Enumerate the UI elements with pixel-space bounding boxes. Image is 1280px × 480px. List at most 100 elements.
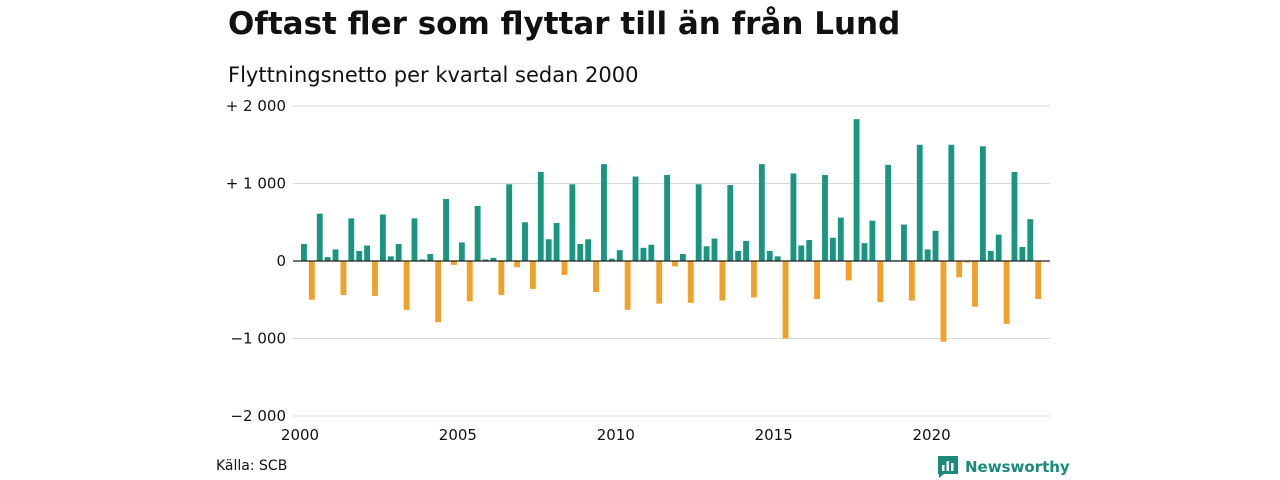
newsworthy-logo: Newsworthy <box>937 455 1070 479</box>
bar <box>845 261 852 281</box>
bar <box>948 144 955 261</box>
bar <box>987 250 994 261</box>
bar <box>711 238 718 261</box>
bar <box>593 261 599 292</box>
bar <box>774 256 781 261</box>
bar <box>1035 261 1042 299</box>
bars <box>301 119 1042 342</box>
bar <box>679 254 686 261</box>
bar <box>356 250 363 261</box>
bar <box>340 261 347 296</box>
bar <box>482 259 489 261</box>
bar <box>301 243 307 261</box>
bar <box>522 222 528 261</box>
bar <box>656 261 663 304</box>
bar <box>822 174 828 261</box>
y-tick-label: + 1 000 <box>226 175 286 193</box>
bar <box>332 249 339 262</box>
bar <box>419 259 426 261</box>
bar <box>403 261 410 310</box>
bar <box>853 119 860 261</box>
bar <box>443 199 449 261</box>
bar <box>1003 261 1010 324</box>
bar <box>474 205 481 261</box>
bar <box>616 250 623 261</box>
bar <box>932 230 939 261</box>
brand-name: Newsworthy <box>965 458 1070 476</box>
bar-chart: + 2 000 + 1 000 0 −1 000 −2 000 2000 2005 2010… <box>226 97 1050 444</box>
bar <box>956 261 963 278</box>
bar <box>466 261 473 302</box>
bar <box>940 261 947 342</box>
bar <box>861 243 868 261</box>
bar <box>324 257 331 262</box>
bar <box>743 240 749 261</box>
bar <box>1019 247 1026 261</box>
bar <box>664 174 671 261</box>
bar <box>379 214 386 261</box>
x-tick-label: 2010 <box>597 426 635 444</box>
bar <box>972 261 978 307</box>
bar <box>648 244 655 261</box>
bar <box>537 171 544 262</box>
bar <box>758 164 765 262</box>
bar <box>964 261 971 263</box>
x-axis-ticks: 2000 2005 2010 2015 2020 <box>281 426 951 444</box>
y-tick-label: 0 <box>276 252 286 270</box>
bar <box>751 261 757 298</box>
bar <box>916 144 923 261</box>
bar <box>458 242 465 261</box>
bar <box>782 261 789 339</box>
bar <box>561 261 568 275</box>
x-tick-label: 2000 <box>281 426 319 444</box>
bar <box>877 261 884 303</box>
bar <box>608 258 615 261</box>
bar <box>727 185 734 261</box>
bar <box>1027 219 1034 261</box>
bar <box>995 234 1002 261</box>
y-tick-label: + 2 000 <box>226 97 286 115</box>
bar <box>395 243 402 261</box>
bar <box>427 254 434 261</box>
bar <box>640 247 647 261</box>
bar <box>577 243 584 261</box>
bar <box>498 261 505 296</box>
bar <box>829 237 836 261</box>
bar <box>719 261 726 301</box>
bar <box>806 240 813 261</box>
x-tick-label: 2005 <box>439 426 477 444</box>
bar <box>585 239 592 261</box>
bar <box>687 261 694 303</box>
bar <box>798 245 805 261</box>
bar <box>901 224 907 261</box>
bar <box>435 261 442 323</box>
bar <box>316 213 323 261</box>
bar <box>1011 171 1018 262</box>
bar <box>703 246 710 261</box>
bar <box>869 220 876 261</box>
bar <box>308 261 315 300</box>
bar <box>908 261 915 301</box>
bar <box>632 176 639 261</box>
x-tick-label: 2020 <box>912 426 950 444</box>
bar <box>837 217 844 261</box>
bar <box>569 184 576 261</box>
bar <box>979 146 986 261</box>
bar <box>624 261 631 310</box>
grid-lines <box>293 105 1050 417</box>
bar <box>529 261 536 289</box>
bar <box>790 173 797 261</box>
bar <box>545 239 552 261</box>
bar <box>672 261 678 267</box>
bar <box>364 245 371 261</box>
bar <box>766 250 773 261</box>
y-axis-ticks: + 2 000 + 1 000 0 −1 000 −2 000 <box>226 97 286 425</box>
bar <box>411 218 418 262</box>
bar <box>490 257 497 261</box>
chart-subtitle: Flyttningsnetto per kvartal sedan 2000 <box>228 63 639 87</box>
bar <box>814 261 821 299</box>
y-tick-label: −1 000 <box>230 330 286 348</box>
chart-title: Oftast fler som flyttar till än från Lun… <box>228 6 901 42</box>
source-note: Källa: SCB <box>216 458 288 474</box>
bar <box>735 250 742 261</box>
